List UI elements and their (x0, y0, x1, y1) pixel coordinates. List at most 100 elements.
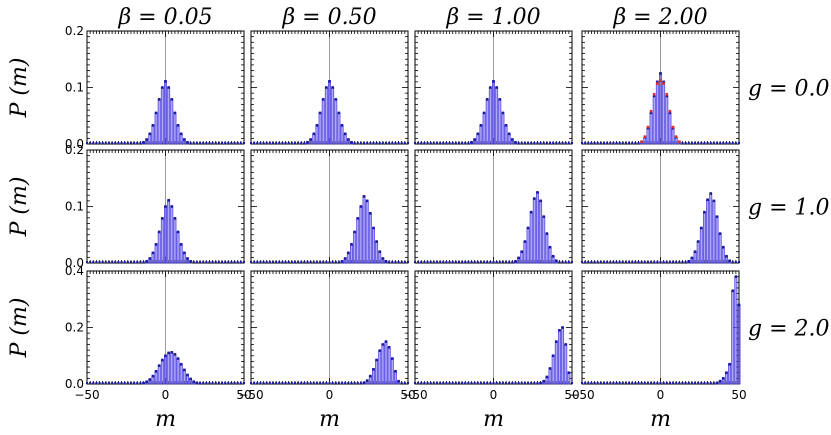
baseline-point (366, 142, 369, 144)
baseline-point (423, 382, 426, 384)
baseline-point (473, 261, 476, 263)
baseline-point (347, 382, 350, 384)
bar (699, 227, 703, 264)
bar (318, 112, 322, 145)
x-axis-title: m (650, 407, 671, 432)
panel-bars (86, 198, 245, 264)
baseline-point (211, 261, 214, 263)
baseline-point (101, 142, 104, 144)
baseline-point (250, 142, 252, 144)
data-point (375, 358, 378, 362)
bar (321, 99, 325, 145)
baseline-point (92, 261, 95, 263)
bar (170, 99, 174, 145)
baseline-point (262, 261, 265, 263)
baseline-point (694, 382, 697, 384)
y-tick-label: 0.2 (65, 321, 84, 335)
baseline-point (429, 382, 432, 384)
panel (250, 149, 409, 264)
baseline-point (558, 142, 561, 144)
baseline-point (391, 261, 394, 263)
baseline-point (123, 142, 126, 144)
baseline-point (372, 142, 375, 144)
baseline-point (230, 261, 233, 263)
baseline-point (281, 382, 284, 384)
baseline-point (239, 382, 242, 384)
baseline-point (429, 261, 432, 263)
baseline-point (271, 261, 274, 263)
baseline-point (709, 382, 712, 384)
baseline-point (353, 142, 356, 144)
panel-bars (581, 275, 741, 385)
data-point (489, 86, 492, 89)
baseline-point (457, 142, 460, 144)
panel (581, 149, 740, 264)
baseline-point (716, 142, 719, 144)
baseline-point (571, 382, 573, 384)
baseline-point (423, 142, 426, 144)
overlay-point (649, 109, 653, 113)
data-point (536, 191, 539, 194)
baseline-point (239, 142, 242, 144)
data-point (340, 124, 344, 127)
panel (581, 270, 740, 385)
baseline-point (681, 382, 684, 384)
baseline-point (195, 142, 198, 144)
baseline-point (439, 142, 442, 144)
baseline-point (672, 261, 675, 263)
baseline-point (697, 142, 700, 144)
data-point (362, 381, 366, 385)
baseline-point (262, 382, 265, 384)
baseline-point (501, 382, 504, 384)
data-point (384, 260, 388, 263)
baseline-point (684, 142, 687, 144)
data-point (539, 381, 542, 385)
baseline-point (104, 261, 107, 263)
bar (542, 216, 546, 264)
bar (340, 125, 344, 145)
bar (164, 206, 167, 264)
data-point (479, 124, 483, 127)
bar (737, 304, 741, 385)
baseline-point (98, 261, 101, 263)
data-point (148, 378, 152, 381)
baseline-point (587, 142, 590, 144)
row-label: g = 0.0 (748, 77, 830, 102)
data-point (145, 380, 148, 384)
overlay-point (671, 125, 675, 129)
data-point (687, 260, 691, 263)
data-point (148, 257, 152, 260)
data-point (315, 124, 319, 127)
baseline-point (319, 261, 322, 263)
bar (706, 199, 710, 264)
bar (353, 231, 357, 264)
y-axis-title: P (m) (7, 177, 32, 238)
data-point (328, 79, 331, 83)
baseline-point (129, 382, 132, 384)
baseline-point (136, 261, 139, 263)
column-title: β = 2.00 (612, 5, 707, 30)
data-point (517, 256, 520, 260)
baseline-point (672, 382, 675, 384)
baseline-point (668, 382, 671, 384)
baseline-point (139, 142, 142, 144)
baseline-point (420, 382, 423, 384)
baseline-point (217, 261, 220, 263)
baseline-point (293, 382, 296, 384)
data-point (170, 351, 174, 354)
panel-bars (250, 79, 409, 145)
baseline-point (511, 382, 514, 384)
data-point (722, 245, 725, 249)
x-tick-label: −50 (402, 388, 427, 402)
baseline-point (432, 142, 435, 144)
baseline-point (476, 382, 479, 384)
bar (324, 87, 328, 145)
bar (561, 327, 565, 385)
baseline-point (341, 382, 344, 384)
baseline-point (448, 142, 451, 144)
baseline-point (403, 142, 406, 144)
baseline-point (687, 142, 690, 144)
baseline-point (476, 261, 479, 263)
panel-bars (86, 351, 245, 385)
